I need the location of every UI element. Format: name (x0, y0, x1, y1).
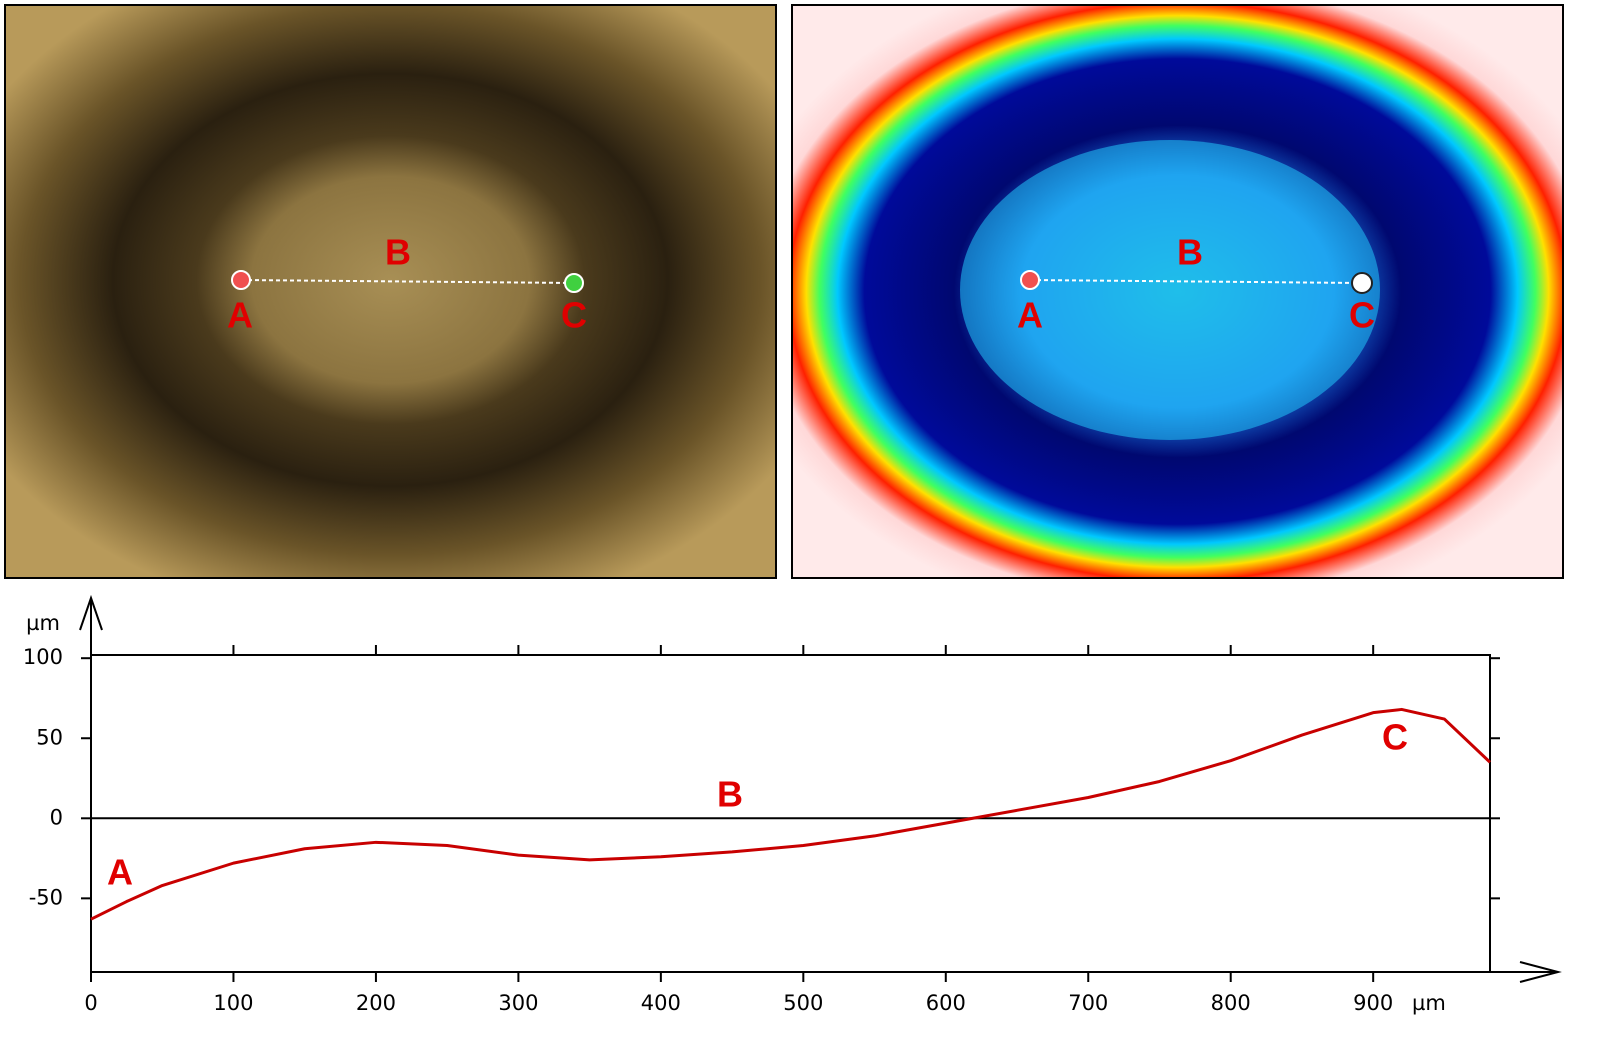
profile-line (90, 707, 1492, 921)
y-tick-label: -50 (29, 885, 63, 909)
y-axis-label: µm (26, 611, 60, 635)
x-tick-label: 900 (1353, 991, 1393, 1015)
x-tick-label: 300 (498, 991, 538, 1015)
x-tick-label: 0 (84, 991, 97, 1015)
profile-chart: µm µm A B C -50 0 50 100 0 100 200 300 400 500 600… (23, 594, 1562, 1015)
y-tick-label: 100 (23, 645, 63, 669)
x-tick-label: 400 (641, 991, 681, 1015)
x-axis-label: µm (1412, 991, 1446, 1015)
annotation: B (717, 774, 743, 815)
x-tick-label: 100 (213, 991, 253, 1015)
point-label: A (227, 295, 253, 336)
x-tick-label: 600 (926, 991, 966, 1015)
annotation: C (1382, 717, 1408, 758)
x-tick-label: 700 (1068, 991, 1108, 1015)
height-map: A B C (791, 4, 1564, 579)
x-tick-label: 800 (1211, 991, 1251, 1015)
x-tick-label: 200 (356, 991, 396, 1015)
y-tick-label: 0 (50, 805, 63, 829)
point-label: C (561, 295, 587, 336)
photo: A B C (4, 4, 777, 579)
y-tick-label: 50 (36, 725, 63, 749)
point-label: A (1017, 295, 1043, 336)
x-tick-label: 500 (783, 991, 823, 1015)
annotation: A (107, 852, 133, 893)
point-label: C (1349, 295, 1375, 336)
point-label: B (385, 232, 411, 273)
point-label: B (1177, 232, 1203, 273)
